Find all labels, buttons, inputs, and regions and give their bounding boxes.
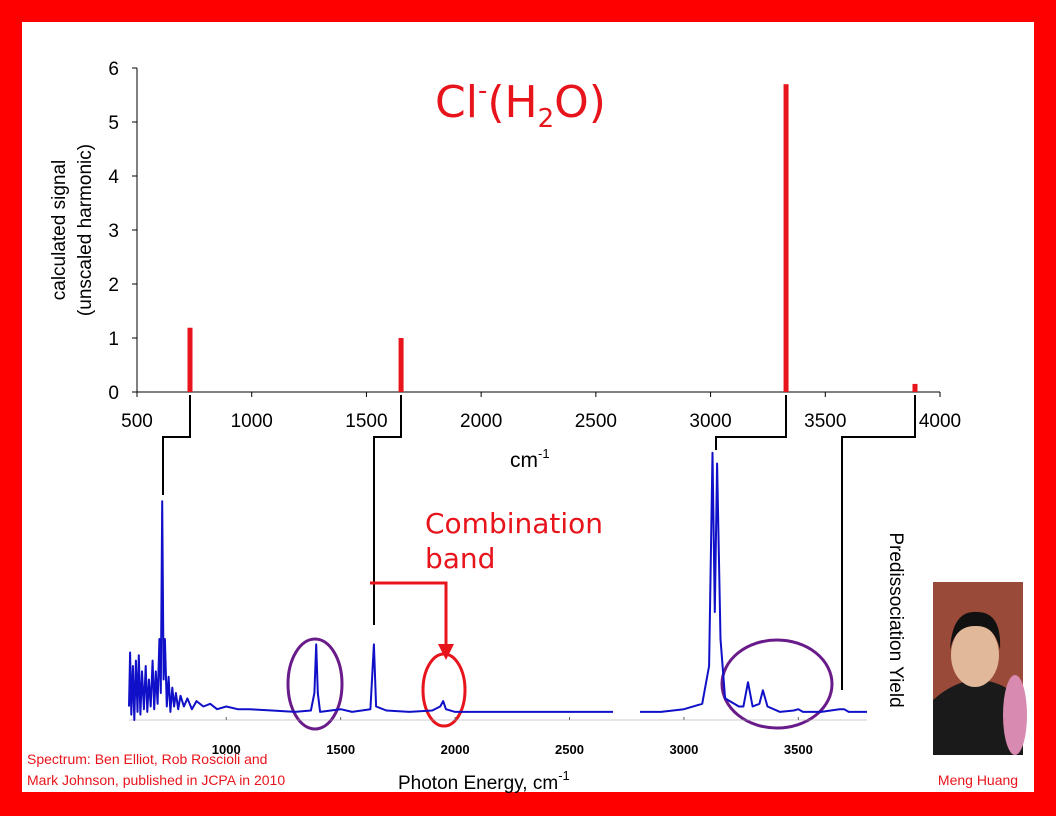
panel — [22, 22, 1034, 792]
connector — [162, 395, 191, 495]
x-tick-label: 3000 — [689, 411, 731, 432]
stick — [398, 338, 404, 392]
x-label: Photon Energy, cm-1 — [398, 768, 570, 794]
title-part: (H — [487, 77, 537, 128]
y-tick-label: 3 — [108, 221, 119, 242]
y-tick-label: 0 — [108, 383, 119, 404]
photo — [933, 582, 1027, 755]
x-label-part: cm — [510, 449, 538, 472]
x-tick-label: 500 — [121, 411, 153, 432]
x-label-part: -1 — [558, 768, 570, 783]
x-tick-label: 2000 — [441, 742, 470, 757]
x-tick-label: 3500 — [784, 742, 813, 757]
y-tick-label: 6 — [108, 59, 119, 80]
photo-face — [951, 623, 999, 687]
connector — [715, 395, 787, 450]
y-tick-label: 2 — [108, 275, 119, 296]
highlight-circle — [720, 638, 834, 730]
annotation: Combination — [425, 507, 603, 540]
x-tick-label: 4000 — [919, 411, 961, 432]
x-tick-label: 2500 — [555, 742, 584, 757]
photo-hair — [950, 611, 1001, 650]
credit: Mark Johnson, published in JCPA in 2010 — [27, 772, 285, 788]
x-tick-label: 3500 — [804, 411, 846, 432]
stick — [783, 84, 789, 392]
photo-body — [933, 680, 1023, 755]
photo-hat — [1003, 675, 1027, 755]
photo-caption: Meng Huang — [938, 772, 1018, 788]
x-tick-label: 1000 — [231, 411, 273, 432]
x-tick-label: 1000 — [212, 742, 241, 757]
spectrum-line — [128, 451, 867, 721]
title-part: Cl — [435, 77, 478, 128]
x-tick-label: 2500 — [575, 411, 617, 432]
x-tick-label: 3000 — [669, 742, 698, 757]
x-tick-label: 2000 — [460, 411, 502, 432]
x-label-part: -1 — [538, 446, 550, 461]
y-tick-label: 5 — [108, 113, 119, 134]
y-label-line: (unscaled harmonic) — [75, 144, 96, 316]
connectors — [162, 395, 916, 690]
y-tick-label: 1 — [108, 329, 119, 350]
x-tick-label: 1500 — [345, 411, 387, 432]
y-label-text: Predissociation Yield — [885, 532, 906, 707]
y-label: calculated signal (unscaled harmonic) — [49, 144, 96, 316]
highlight-circle — [286, 637, 344, 731]
x-label-part: Photon Energy, cm — [398, 773, 558, 794]
x-tick-label: 1500 — [326, 742, 355, 757]
annotation: band — [425, 542, 495, 575]
stick — [187, 327, 193, 392]
arrow-line — [370, 581, 448, 648]
y-label: Predissociation Yield — [885, 532, 906, 707]
highlight-circle — [421, 652, 467, 728]
title-part: 2 — [538, 104, 555, 134]
title-part: O) — [554, 77, 606, 128]
arrow-head — [438, 644, 454, 660]
chart-title: Cl-(H2O) — [435, 76, 606, 134]
y-label-line: calculated signal — [49, 160, 70, 300]
credit: Spectrum: Ben Elliot, Rob Roscioli and — [27, 751, 267, 767]
connector — [841, 395, 916, 690]
stick — [912, 383, 918, 392]
y-tick-label: 4 — [108, 167, 119, 188]
arrow — [370, 581, 454, 660]
connector — [373, 395, 402, 625]
x-label: cm-1 — [510, 446, 550, 472]
title-part: - — [478, 76, 487, 106]
